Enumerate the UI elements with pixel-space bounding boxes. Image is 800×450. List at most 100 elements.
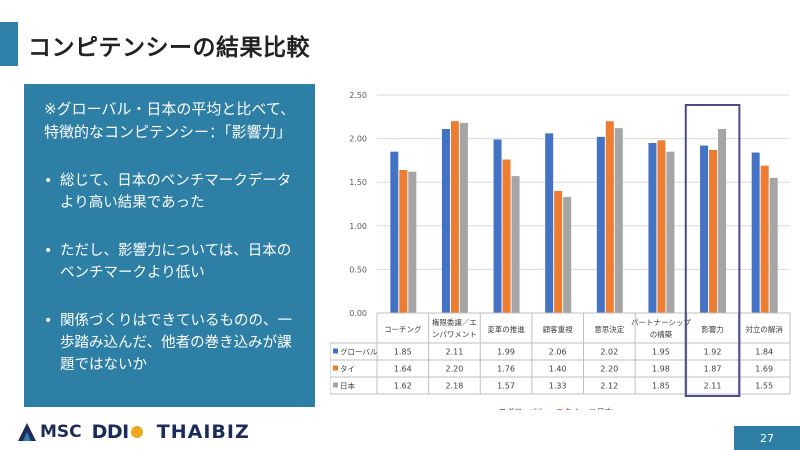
msc-logo-text: MSC: [40, 422, 82, 442]
msc-logo-mark-icon: [18, 423, 36, 441]
bar-global: [648, 142, 657, 313]
bar-global: [700, 145, 709, 313]
bullet-item: • 関係づくりはできているものの、一歩踏み込んだ、他者の巻き込みが課題ではないか: [42, 310, 301, 376]
table-value-cell: 2.06: [549, 348, 567, 357]
table-value-cell: 1.57: [497, 382, 515, 391]
table-value-cell: 1.40: [549, 365, 567, 374]
table-value-cell: 1.99: [497, 348, 515, 357]
bullet-text: 関係づくりはできているものの、一歩踏み込んだ、他者の巻き込みが課題ではないか: [60, 313, 292, 373]
bar-thai: [502, 159, 511, 313]
table-value-cell: 1.98: [652, 365, 670, 374]
table-value-cell: 1.85: [394, 348, 412, 357]
bullet-dot-icon: •: [44, 243, 53, 259]
legend-label: 日本: [597, 406, 612, 410]
category-label: 影響力: [701, 324, 724, 334]
bar-global: [441, 129, 450, 313]
chart-container: 0.00 0.50 1.00 1.50 2.00 2.50 コーチング 権限委譲／エ ンパワメン…: [329, 80, 796, 416]
bar-thai: [605, 121, 614, 313]
table-value-cell: 1.87: [704, 365, 722, 374]
bar-global: [493, 139, 502, 313]
table-value-cell: 1.55: [755, 382, 773, 391]
table-value-cell: 2.20: [446, 365, 464, 374]
category-label: 顧客重視: [543, 324, 573, 334]
page-title: コンピテンシーの結果比較: [28, 35, 310, 61]
ddi-logo-circle-icon: [130, 426, 143, 438]
page-number: 27: [734, 426, 800, 450]
bullet-text: 総じて、日本のベンチマークデータより高い結果であった: [60, 173, 292, 211]
row-series-label: タイ: [340, 365, 355, 374]
table-value-cell: 2.12: [600, 382, 618, 391]
msc-logo: MSC: [18, 422, 82, 442]
table-value-cell: 1.64: [394, 365, 412, 374]
bar-japan: [459, 122, 468, 314]
bar-japan: [563, 197, 572, 313]
title-accent-bar: [0, 22, 18, 66]
y-tick-label: 1.00: [349, 222, 367, 231]
competency-bar-chart: 0.00 0.50 1.00 1.50 2.00 2.50 コーチング権限委譲／エンパワメン…: [329, 91, 791, 416]
legend-key: [590, 409, 595, 414]
thaibiz-logo: THAIBIZ: [156, 421, 250, 443]
bar-global: [596, 136, 605, 313]
category-label: ンパワメント: [432, 330, 477, 339]
category-label: 対立の解消: [745, 324, 783, 334]
row-legend-key: [333, 365, 338, 371]
bar-japan: [769, 177, 778, 313]
y-tick-label: 0.00: [349, 309, 367, 318]
category-label: パートナーシップ: [631, 318, 691, 327]
table-value-cell: 1.69: [755, 365, 773, 374]
bar-japan: [511, 176, 520, 313]
bar-japan: [614, 128, 623, 313]
category-label: 権限委譲／エ: [432, 317, 477, 327]
y-tick-label: 2.00: [349, 135, 367, 144]
bullet-dot-icon: •: [44, 313, 53, 329]
row-legend-key: [333, 382, 338, 388]
bar-thai: [399, 169, 408, 313]
category-label: の構築: [650, 329, 673, 339]
legend-label: タイ: [564, 407, 579, 410]
row-legend-key: [333, 348, 338, 354]
y-tick-label: 0.50: [349, 265, 367, 274]
bar-thai: [657, 140, 666, 313]
panel-heading: ※グローバル・日本の平均と比べて、特徴的なコンピテンシー：「影響力」: [44, 100, 296, 141]
bar-japan: [408, 171, 417, 313]
table-value-cell: 1.62: [394, 382, 412, 391]
table-value-cell: 2.20: [600, 365, 618, 374]
bar-thai: [709, 149, 718, 313]
highlight-box: [684, 104, 741, 397]
table-value-cell: 1.84: [755, 348, 773, 357]
ddi-logo: DDI: [91, 421, 130, 443]
y-tick-label: 1.50: [349, 178, 367, 187]
table-value-cell: 2.11: [704, 382, 722, 391]
bullet-dot-icon: •: [44, 173, 53, 189]
table-value-cell: 2.02: [600, 348, 618, 357]
bar-japan: [718, 129, 727, 313]
bullet-list: • 総じて、日本のベンチマークデータより高い結果であった • ただし、影響力について…: [42, 170, 301, 376]
legend-key: [500, 409, 505, 414]
table-value-cell: 2.11: [446, 348, 464, 357]
footer-logos: MSC DDI THAIBIZ: [18, 418, 250, 446]
table-value-cell: 1.33: [549, 382, 567, 391]
bar-global: [545, 133, 554, 313]
table-value-cell: 1.76: [497, 365, 515, 374]
table-value-cell: 1.85: [652, 382, 670, 391]
category-label: コーチング: [384, 324, 422, 334]
bullet-item: • ただし、影響力については、日本のベンチマークより低い: [42, 240, 301, 284]
row-series-label: グローバル: [340, 347, 378, 357]
bar-thai: [760, 165, 769, 313]
summary-panel: ※グローバル・日本の平均と比べて、特徴的なコンピテンシー：「影響力」 • 総じて、…: [24, 84, 315, 407]
bar-global: [390, 151, 399, 313]
bar-global: [751, 152, 760, 313]
category-label: 意思決定: [594, 324, 624, 334]
legend-key: [557, 409, 562, 414]
bullet-item: • 総じて、日本のベンチマークデータより高い結果であった: [42, 170, 301, 214]
legend-label: グローバル: [507, 406, 545, 410]
bullet-text: ただし、影響力については、日本のベンチマークより低い: [60, 243, 292, 281]
table-value-cell: 1.95: [652, 348, 670, 357]
category-label: 変革の推進: [487, 324, 525, 334]
table-value-cell: 2.18: [446, 382, 464, 391]
bar-thai: [450, 121, 459, 313]
bar-thai: [554, 190, 563, 313]
table-value-cell: 1.92: [704, 348, 722, 357]
bar-japan: [666, 151, 675, 313]
row-series-label: 日本: [340, 381, 355, 391]
